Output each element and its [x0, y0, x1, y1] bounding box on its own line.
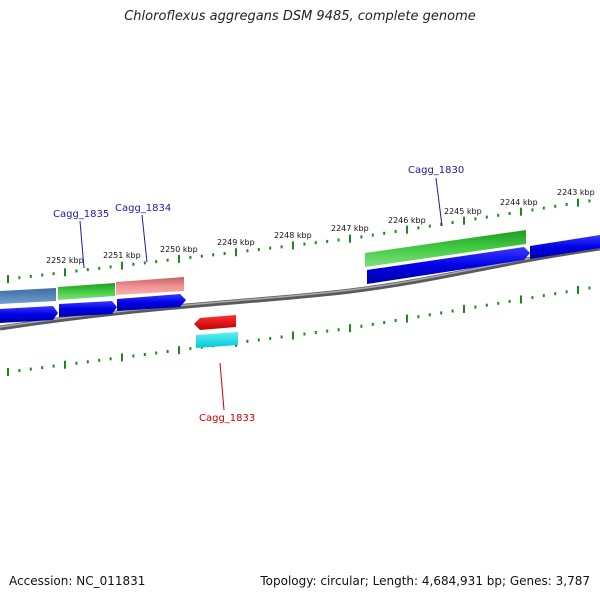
cds-arrow-4[interactable] — [367, 247, 530, 284]
tick-row-lower — [7, 285, 591, 376]
gene-track-upper — [0, 230, 526, 304]
scale-label-2251: 2251 kbp — [103, 251, 141, 260]
gene-segment-cagg-1830[interactable] — [365, 230, 526, 267]
accession-text: Accession: NC_011831 — [9, 574, 146, 588]
genome-summary-text: Topology: circular; Length: 4,684,931 bp… — [260, 574, 590, 588]
scale-label-2246: 2246 kbp — [388, 216, 426, 225]
gene-segment-steel[interactable] — [0, 288, 56, 304]
label-cagg-1833[interactable]: Cagg_1833 — [199, 413, 255, 424]
cds-arrow-1[interactable] — [0, 306, 58, 323]
leader-line-cagg-1834 — [141, 214, 148, 263]
map-title: Chloroflexus aggregans DSM 9485, complet… — [124, 9, 476, 24]
leader-line-cagg-1830 — [435, 177, 443, 227]
scale-label-2248: 2248 kbp — [274, 231, 312, 240]
cds-track-forward — [0, 235, 600, 323]
label-cagg-1830[interactable]: Cagg_1830 — [408, 165, 464, 176]
gene-segment-cagg-1833[interactable] — [196, 332, 238, 348]
leader-line-cagg-1835 — [79, 220, 85, 269]
scale-label-2244: 2244 kbp — [500, 198, 538, 207]
label-cagg-1834[interactable]: Cagg_1834 — [115, 203, 171, 214]
gene-segment-cagg-1834[interactable] — [116, 277, 184, 295]
gene-track-reverse — [194, 315, 238, 348]
scale-labels: 2252 kbp 2251 kbp 2250 kbp 2249 kbp 2248… — [46, 188, 595, 265]
scale-label-2252: 2252 kbp — [46, 256, 84, 265]
label-cagg-1835[interactable]: Cagg_1835 — [53, 209, 109, 220]
cds-arrow-2[interactable] — [59, 301, 117, 317]
gene-labels: Cagg_1835 Cagg_1834 Cagg_1830 Cagg_1833 — [53, 165, 464, 424]
leader-line-cagg-1833 — [219, 362, 225, 411]
cds-arrow-3[interactable] — [117, 294, 186, 311]
cds-arrow-5[interactable] — [530, 235, 600, 259]
scale-label-2245: 2245 kbp — [444, 207, 482, 216]
tick-row-upper — [7, 198, 591, 284]
scale-label-2247: 2247 kbp — [331, 224, 369, 233]
scale-label-2243: 2243 kbp — [557, 188, 595, 197]
cds-arrow-cagg-1833[interactable] — [194, 315, 236, 330]
gene-segment-cagg-1835[interactable] — [58, 283, 115, 300]
scale-label-2250: 2250 kbp — [160, 245, 198, 254]
genome-backbone — [0, 245, 600, 331]
scale-label-2249: 2249 kbp — [217, 238, 255, 247]
